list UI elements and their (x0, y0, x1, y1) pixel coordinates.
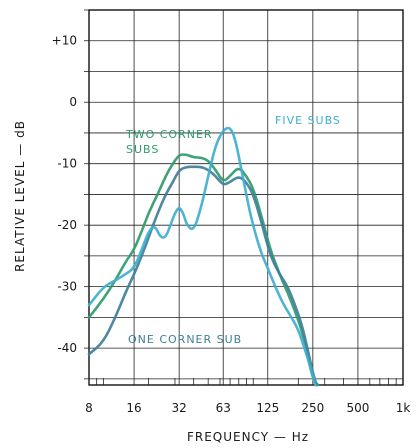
x-tick-label: 16 (126, 401, 141, 415)
series-line-3 (87, 126, 317, 387)
y-tick-label: -30 (57, 280, 77, 294)
annotation-subs: SUBS (126, 143, 159, 156)
x-tick-label: 32 (172, 401, 187, 415)
x-tick-label: 125 (256, 401, 279, 415)
y-axis-title: RELATIVE LEVEL — dB (13, 120, 27, 272)
x-tick-label: 63 (216, 401, 231, 415)
y-tick-label: +10 (52, 34, 77, 48)
y-tick-label: -40 (57, 341, 77, 355)
grid (84, 9, 404, 386)
x-tick-label: 250 (301, 401, 324, 415)
series-line-1 (87, 153, 320, 387)
annotation-five-subs: FIVE SUBS (275, 114, 341, 127)
annotation-one-corner-sub: ONE CORNER SUB (128, 333, 242, 346)
x-tick-label: 500 (346, 401, 369, 415)
y-tick-label: -10 (57, 157, 77, 171)
x-tick-label: 1k (396, 401, 411, 415)
y-tick-label: -20 (57, 218, 77, 232)
y-tick-label: 0 (69, 95, 77, 109)
series-group (87, 126, 320, 387)
annotation-two-corner: TWO CORNER (125, 128, 213, 141)
x-axis-title: FREQUENCY — Hz (187, 430, 309, 444)
x-tick-label: 8 (85, 401, 93, 415)
tick-labels: +10 0 -10 -20 -30 -40 8 16 32 63 125 250 500 1k (52, 34, 411, 415)
plot-frame (88, 9, 404, 386)
